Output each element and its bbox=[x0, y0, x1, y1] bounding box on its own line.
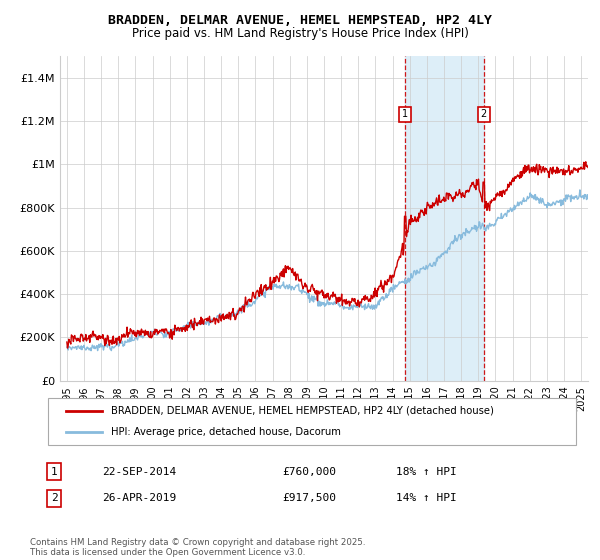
Text: 1: 1 bbox=[50, 466, 58, 477]
Text: 2: 2 bbox=[50, 493, 58, 503]
Text: 14% ↑ HPI: 14% ↑ HPI bbox=[396, 493, 457, 503]
Text: £760,000: £760,000 bbox=[282, 466, 336, 477]
Text: Contains HM Land Registry data © Crown copyright and database right 2025.
This d: Contains HM Land Registry data © Crown c… bbox=[30, 538, 365, 557]
Text: 22-SEP-2014: 22-SEP-2014 bbox=[102, 466, 176, 477]
Text: £917,500: £917,500 bbox=[282, 493, 336, 503]
Text: Price paid vs. HM Land Registry's House Price Index (HPI): Price paid vs. HM Land Registry's House … bbox=[131, 27, 469, 40]
Text: 1: 1 bbox=[402, 109, 408, 119]
Text: 18% ↑ HPI: 18% ↑ HPI bbox=[396, 466, 457, 477]
Text: BRADDEN, DELMAR AVENUE, HEMEL HEMPSTEAD, HP2 4LY (detached house): BRADDEN, DELMAR AVENUE, HEMEL HEMPSTEAD,… bbox=[111, 406, 494, 416]
Text: 26-APR-2019: 26-APR-2019 bbox=[102, 493, 176, 503]
Text: HPI: Average price, detached house, Dacorum: HPI: Average price, detached house, Daco… bbox=[111, 427, 341, 437]
Text: BRADDEN, DELMAR AVENUE, HEMEL HEMPSTEAD, HP2 4LY: BRADDEN, DELMAR AVENUE, HEMEL HEMPSTEAD,… bbox=[108, 14, 492, 27]
Text: 2: 2 bbox=[481, 109, 487, 119]
Bar bbox=[405, 56, 484, 381]
